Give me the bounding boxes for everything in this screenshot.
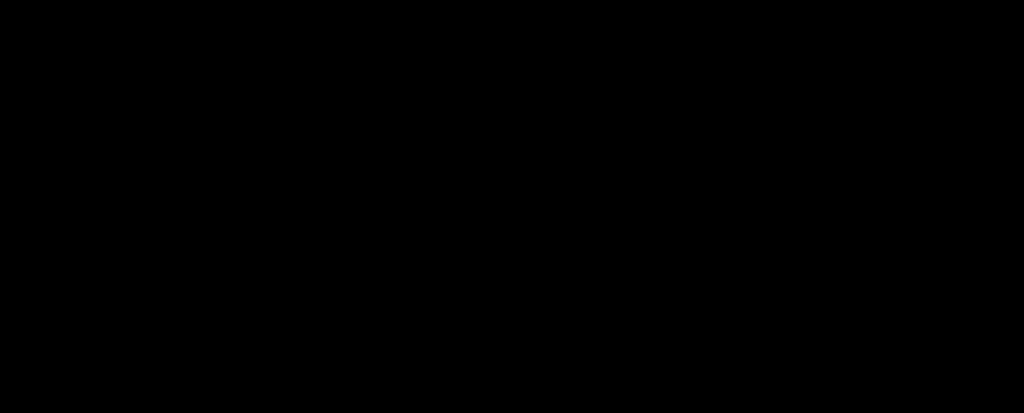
Text: a) Evaluate the surface integral $\iint_{\sigma}\! 2x^2y\, dS$  over the surface: a) Evaluate the surface integral $\iint_… — [51, 231, 764, 262]
Text: Example 2: Example 2 — [51, 66, 153, 83]
Text: $x = -1$  and  $x = 5$.: $x = -1$ and $x = 5$. — [51, 275, 219, 293]
Text: b) Find the volume of the solid which is in the first octant and bounded between: b) Find the volume of the solid which is… — [51, 315, 956, 337]
Text: I: I — [980, 349, 986, 363]
Text: a) Let $G$ be the wedge in the first octant that is cut from the cylindrical sol: a) Let $G$ be the wedge in the first oct… — [51, 97, 936, 121]
Text: $\rho = 2$.: $\rho = 2$. — [51, 347, 100, 367]
Text: Example 3: Example 3 — [51, 200, 153, 218]
Text: $y =  2x$  and  $x =  0$.  Evaluate $\iint_{G}\!\int xyz\, dV$.: $y = 2x$ and $x = 0$. Evaluate $\iint_{G… — [61, 126, 415, 157]
Text: b) Find the volume of the solid enclosed between the cone   $z = hr^2$  and the : b) Find the volume of the solid enclosed… — [51, 157, 838, 181]
